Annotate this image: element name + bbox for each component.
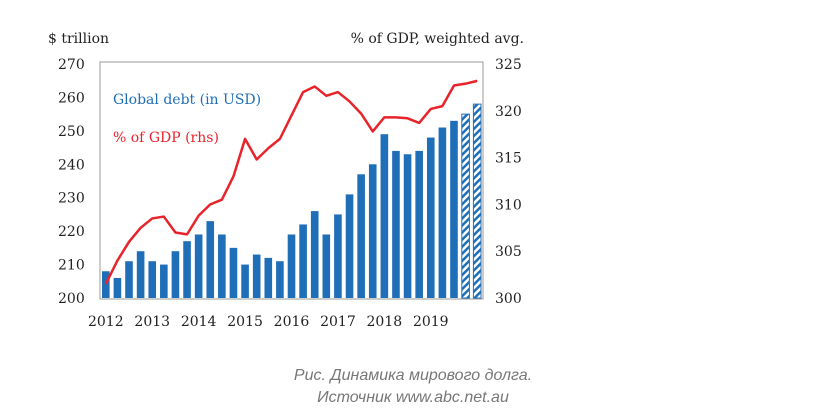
bar <box>136 251 145 298</box>
left-tick-label: 210 <box>58 258 85 274</box>
bar <box>194 234 203 298</box>
bar <box>171 251 180 298</box>
plot-frame <box>99 61 484 300</box>
bar <box>229 247 238 298</box>
bar <box>102 271 110 298</box>
bar <box>472 103 482 299</box>
bar <box>276 261 284 298</box>
bar <box>183 241 191 298</box>
bar <box>322 234 331 298</box>
gdp-line <box>104 79 478 285</box>
bar <box>368 164 377 298</box>
left-axis-title: $ trillion <box>48 31 109 47</box>
legend-debt: Global debt (in USD) <box>113 92 261 108</box>
legend-gdp: % of GDP (rhs) <box>113 130 219 146</box>
bar <box>252 254 261 298</box>
bar <box>125 261 133 298</box>
bar <box>380 134 389 298</box>
bar <box>113 277 122 298</box>
right-tick-label: 325 <box>495 57 522 73</box>
bar <box>218 234 226 298</box>
bar <box>299 224 307 298</box>
x-tick-label: 2019 <box>413 314 449 330</box>
bar <box>206 221 215 298</box>
bar <box>392 150 400 298</box>
bar <box>438 127 447 298</box>
bar <box>357 174 365 298</box>
right-tick-label: 310 <box>495 197 522 213</box>
right-axis-title: % of GDP, weighted avg. <box>351 31 524 47</box>
bar <box>461 113 470 299</box>
bar <box>148 261 157 298</box>
left-tick-label: 240 <box>58 157 85 173</box>
bar <box>264 257 273 298</box>
bar <box>426 137 435 298</box>
bar <box>334 214 342 298</box>
bar <box>415 150 423 298</box>
left-tick-label: 200 <box>58 291 85 307</box>
left-tick-label: 250 <box>58 124 85 140</box>
right-tick-label: 300 <box>495 291 522 307</box>
bar <box>450 120 458 298</box>
right-tick-label: 320 <box>495 104 522 120</box>
right-tick-label: 315 <box>495 151 522 167</box>
chart: $ trillion % of GDP, weighted avg. 200 21… <box>48 31 524 330</box>
bar <box>345 194 354 298</box>
left-tick-label: 260 <box>58 90 85 106</box>
x-tick-label: 2012 <box>88 314 124 330</box>
x-tick-label: 2018 <box>367 314 403 330</box>
caption-line-1: Рис. Динамика мирового долга. <box>293 367 533 384</box>
x-tick-label: 2016 <box>274 314 310 330</box>
bar <box>160 264 168 298</box>
x-tick-label: 2017 <box>320 314 356 330</box>
left-tick-label: 270 <box>58 57 85 73</box>
bar <box>287 234 296 298</box>
bar <box>310 211 319 298</box>
caption-line-2: Источник www.abc.net.au <box>317 389 509 406</box>
left-tick-label: 230 <box>58 191 85 207</box>
bar <box>241 264 249 298</box>
x-tick-label: 2015 <box>227 314 263 330</box>
x-tick-label: 2014 <box>181 314 217 330</box>
left-tick-label: 220 <box>58 224 85 240</box>
x-tick-label: 2013 <box>134 314 170 330</box>
right-tick-label: 305 <box>495 244 522 260</box>
bar <box>403 154 412 298</box>
